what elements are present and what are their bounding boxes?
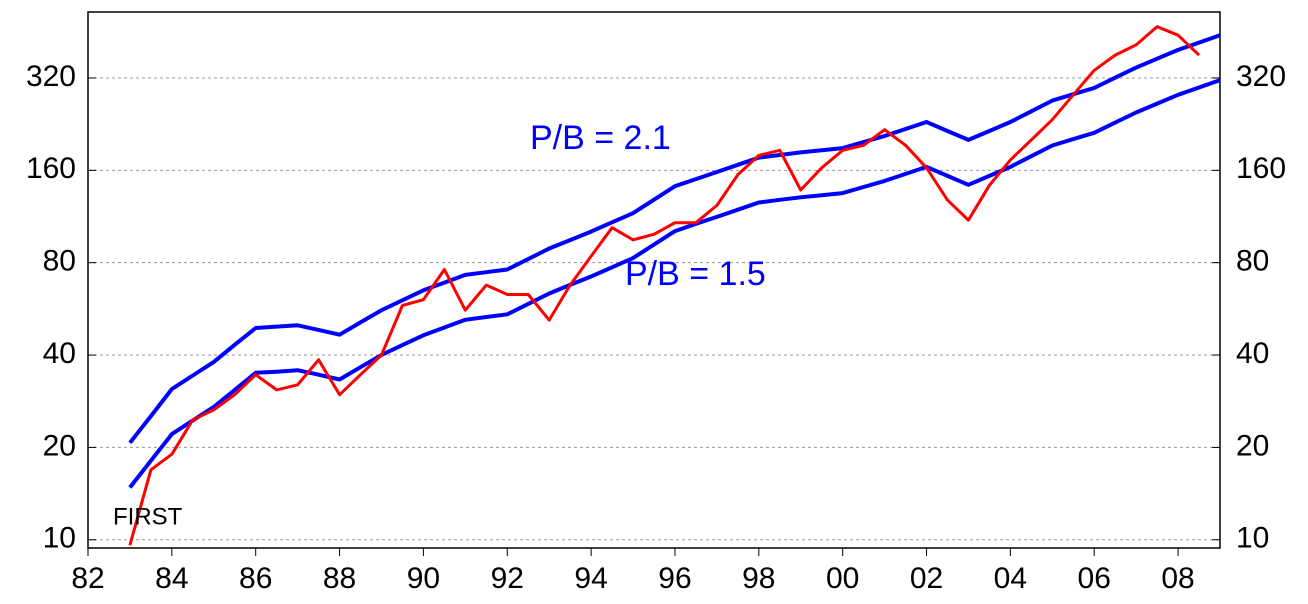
x-tick-label: 88 [323,562,356,595]
series-line [128,78,1221,489]
x-tick-label: 04 [994,562,1027,595]
x-tick-label: 84 [155,562,188,595]
x-tick-label: 98 [742,562,775,595]
y2-tick-label: 160 [1236,152,1286,185]
y-tick-label: 10 [43,522,76,555]
y-tick-label: 40 [43,337,76,370]
x-tick-label: 06 [1078,562,1111,595]
x-tick-label: 82 [71,562,104,595]
y-tick-label: 80 [43,245,76,278]
series-line [128,33,1221,445]
x-tick-label: 00 [826,562,859,595]
x-tick-label: 02 [910,562,943,595]
y-tick-label: 320 [26,60,76,93]
y-tick-label: 160 [26,152,76,185]
x-tick-label: 96 [658,562,691,595]
y-tick-label: 20 [43,429,76,462]
annotation: P/B = 1.5 [625,255,766,293]
y2-tick-label: 40 [1236,337,1269,370]
y2-tick-label: 80 [1236,245,1269,278]
y2-tick-label: 320 [1236,60,1286,93]
x-tick-label: 92 [491,562,524,595]
x-tick-label: 86 [239,562,272,595]
annotation: P/B = 2.1 [530,119,671,157]
x-tick-label: 94 [574,562,607,595]
series-line [128,25,1201,546]
x-tick-label: 08 [1161,562,1194,595]
y2-tick-label: 10 [1236,522,1269,555]
annotation: FIRST [113,503,183,530]
x-tick-label: 90 [407,562,440,595]
plot-frame [87,11,1221,549]
y2-tick-label: 20 [1236,429,1269,462]
